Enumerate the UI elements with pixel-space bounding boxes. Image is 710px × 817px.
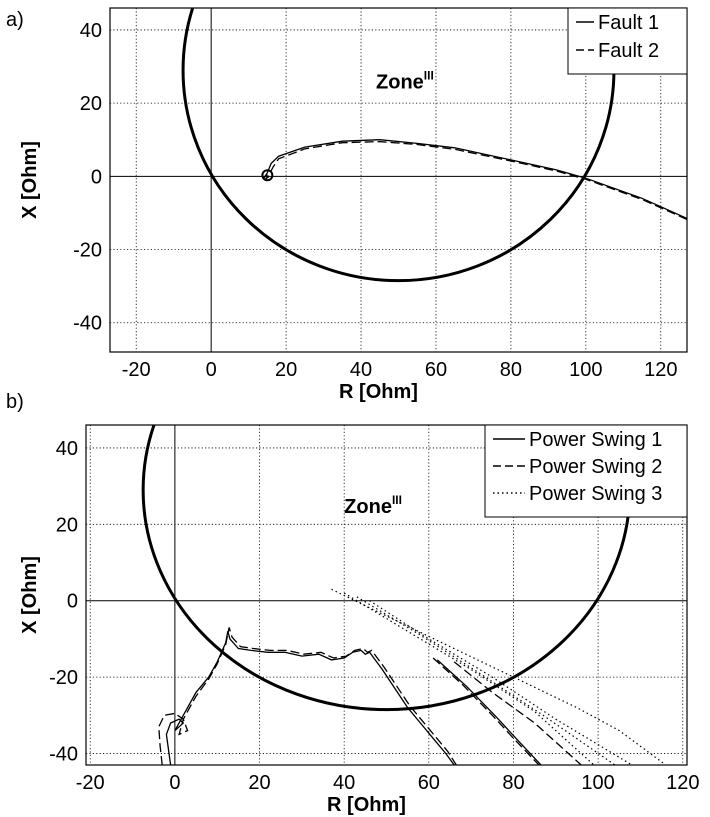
x-tick-label: 60 — [418, 772, 440, 794]
x-tick-label: 40 — [333, 772, 355, 794]
legend: Fault 1 Fault 2 — [567, 7, 688, 75]
legend: Power Swing 1 Power Swing 2 Power Swing 3 — [484, 424, 688, 518]
y-axis-label: X [Ohm] — [19, 556, 41, 634]
trajectory-extra-2 — [436, 659, 542, 765]
series-line-2 — [158, 627, 457, 765]
x-tick-label: -20 — [122, 359, 151, 381]
trajectory-extra-5 — [356, 596, 616, 765]
trajectory-extra-1 — [432, 657, 540, 765]
grid-lines — [110, 8, 687, 352]
x-tick-label: 80 — [500, 359, 522, 381]
plot-frame — [109, 7, 688, 353]
zone-label: ZoneIII — [376, 69, 434, 94]
x-tick-label: -20 — [76, 772, 105, 794]
x-tick-label: 40 — [350, 359, 372, 381]
plot-frame — [85, 424, 688, 766]
plot-area — [141, 425, 667, 765]
x-tick-label: 80 — [502, 772, 524, 794]
y-tick-label: -20 — [49, 667, 78, 689]
y-axis-label: X [Ohm] — [19, 141, 41, 219]
x-tick-label: 120 — [666, 772, 699, 794]
x-tick-label: 0 — [169, 772, 180, 794]
y-tick-label: 40 — [56, 438, 78, 460]
y-tick-label: 20 — [56, 514, 78, 536]
y-tick-label: -20 — [73, 240, 102, 262]
y-tick-label: 40 — [80, 20, 102, 42]
panel-label: b) — [6, 391, 24, 413]
legend-box — [567, 7, 688, 75]
legend-label-2: Power Swing 2 — [529, 456, 662, 478]
legend-label-1: Power Swing 1 — [529, 429, 662, 451]
series-line-2 — [264, 140, 687, 221]
y-tick-label: -40 — [49, 744, 78, 766]
y-tick-label: 0 — [91, 166, 102, 188]
x-axis-label: R [Ohm] — [339, 381, 418, 403]
trajectory-extra-4 — [343, 592, 595, 765]
x-axis-label: R [Ohm] — [327, 794, 406, 816]
x-tick-label: 120 — [644, 359, 677, 381]
series-line-1 — [263, 139, 687, 219]
y-tick-label: -40 — [73, 313, 102, 335]
panel-label: a) — [6, 9, 24, 31]
x-tick-label: 20 — [275, 359, 297, 381]
x-tick-label: 100 — [569, 359, 602, 381]
legend-label-3: Power Swing 3 — [529, 483, 662, 505]
x-tick-label: 60 — [425, 359, 447, 381]
trajectory-extra-3 — [453, 661, 582, 765]
x-tick-label: 0 — [206, 359, 217, 381]
x-tick-label: 100 — [581, 772, 614, 794]
y-tick-label: 20 — [80, 93, 102, 115]
zone-iii-circle — [181, 8, 616, 283]
series-line-1 — [165, 631, 455, 765]
zone-label: ZoneIII — [344, 493, 402, 518]
x-tick-label: 20 — [248, 772, 270, 794]
legend-label-1: Fault 1 — [598, 12, 659, 34]
legend-label-2: Fault 2 — [598, 40, 659, 62]
trajectory-start-marker — [261, 169, 274, 182]
series-line-3 — [331, 588, 667, 765]
y-tick-label: 0 — [67, 591, 78, 613]
trajectory-extra-6 — [369, 600, 633, 765]
legend-box — [484, 424, 688, 518]
